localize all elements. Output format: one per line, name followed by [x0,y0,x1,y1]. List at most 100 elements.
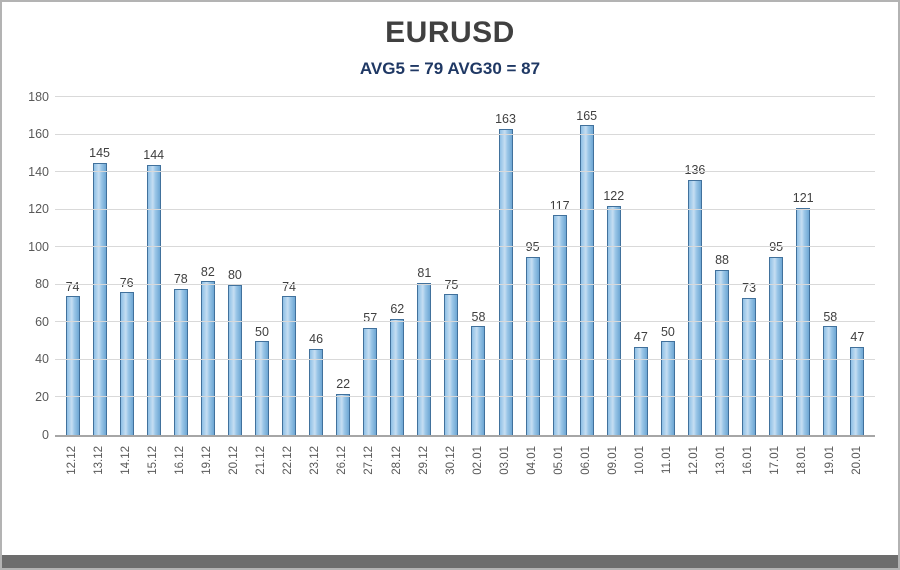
gridline [55,133,875,135]
bar [606,205,621,435]
bar-value-label: 144 [143,148,165,163]
bar-value-label: 88 [715,253,729,268]
bar [660,341,675,435]
bar-value-label: 78 [173,272,188,287]
bar-value-label: 74 [65,279,80,294]
chart-header: EURUSD AVG5 = 79 AVG30 = 87 [2,2,898,79]
bar [633,346,648,435]
x-axis-labels: 12.12 13.12 14.12 15.12 16.12 19.12 20.12 21.12… [55,441,875,501]
bar-value-label: 47 [850,330,865,345]
bar [363,327,378,435]
x-tick-label: 12.12 [65,446,78,475]
x-tick: 04.01 [519,441,546,501]
x-tick-label: 21.12 [255,446,268,475]
bar [282,296,297,435]
bar-column: 62 [384,97,411,435]
x-tick-label: 29.12 [417,446,430,475]
bar-value-label: 122 [603,189,625,204]
chart-title: EURUSD [385,16,515,49]
x-tick: 11.01 [654,441,681,501]
bar [715,269,730,435]
y-tick-label: 20 [35,389,49,404]
bar-column: 136 [681,97,708,435]
x-tick-label: 20.12 [228,446,241,475]
bar [146,164,161,435]
bar-column: 95 [763,97,790,435]
bar-chart: 74 145 76 144 78 82 80 50 74 46 22 57 62 81 75 58 163 95 1… [13,89,887,501]
gridline [55,171,875,173]
y-tick-label: 180 [28,89,49,104]
bar [850,346,865,435]
x-tick-label: 10.01 [634,446,647,475]
x-tick: 13.01 [709,441,736,501]
x-tick: 09.01 [600,441,627,501]
x-tick: 06.01 [573,441,600,501]
bar [552,215,567,435]
x-tick: 12.01 [681,441,708,501]
x-tick: 14.12 [113,441,140,501]
x-tick: 20.12 [221,441,248,501]
bar [498,128,513,435]
bar-column: 58 [465,97,492,435]
bar-value-label: 50 [255,324,269,339]
bar-column: 46 [303,97,330,435]
x-tick-label: 22.12 [282,446,295,475]
x-tick: 17.01 [763,441,790,501]
x-tick: 23.12 [303,441,330,501]
bar-column: 78 [167,97,194,435]
x-tick-label: 30.12 [444,446,457,475]
bar [65,296,80,435]
x-tick: 03.01 [492,441,519,501]
bar-value-label: 121 [792,191,814,206]
x-tick: 28.12 [384,441,411,501]
y-tick-label: 120 [28,202,49,217]
bar-value-label: 95 [769,241,783,254]
bar-column: 57 [357,97,384,435]
x-tick-label: 03.01 [498,446,511,475]
x-tick-label: 02.01 [471,446,484,475]
y-tick-label: 140 [28,164,49,179]
bar-column: 50 [654,97,681,435]
bar-value-label: 80 [227,268,242,283]
bar-value-label: 163 [495,112,516,127]
x-tick-label: 14.12 [119,446,132,475]
bar-column: 121 [790,97,817,435]
y-tick-label: 100 [28,239,49,254]
gridline [55,96,875,97]
x-tick: 12.12 [59,441,86,501]
x-tick: 10.01 [627,441,654,501]
bar-column: 95 [519,97,546,435]
x-tick-label: 05.01 [552,446,565,475]
bar-column: 58 [817,97,844,435]
gridline [55,396,875,398]
bar [119,292,134,435]
bar-column: 22 [330,97,357,435]
bar-column: 73 [736,97,763,435]
x-tick: 05.01 [546,441,573,501]
x-tick: 20.01 [844,441,871,501]
y-tick-label: 40 [35,352,49,367]
bar-column: 117 [546,97,573,435]
x-tick-label: 18.01 [796,446,809,475]
bar-column: 50 [248,97,275,435]
bar [309,348,324,435]
x-tick: 27.12 [357,441,384,501]
bar-column: 144 [140,97,167,435]
x-tick-label: 28.12 [390,446,403,475]
x-tick: 21.12 [248,441,275,501]
gridline [55,283,875,285]
bar-column: 82 [194,97,221,435]
x-tick-label: 06.01 [579,446,592,475]
bar [742,297,757,435]
x-tick-label: 23.12 [309,446,322,475]
bar [173,288,188,435]
bar-value-label: 117 [549,198,570,213]
bar-value-label: 95 [526,241,540,254]
x-tick: 16.12 [167,441,194,501]
x-tick-label: 12.01 [688,446,701,475]
x-tick-label: 16.01 [742,446,755,475]
x-tick: 29.12 [411,441,438,501]
bar-value-label: 62 [390,302,405,317]
bar-value-label: 136 [684,163,706,178]
